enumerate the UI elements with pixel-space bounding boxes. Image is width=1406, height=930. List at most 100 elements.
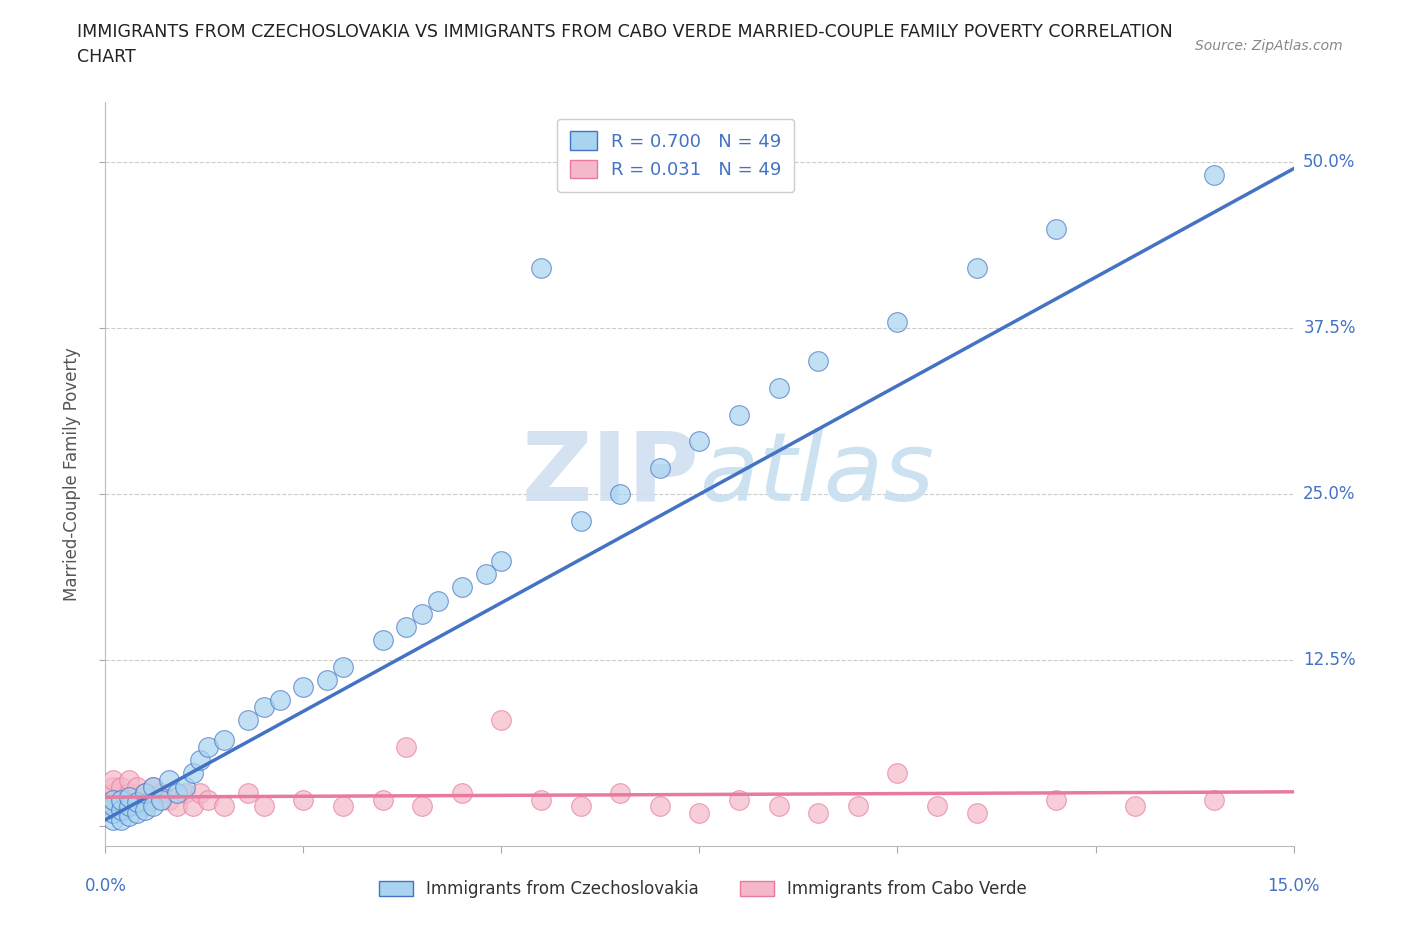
Point — [728, 792, 751, 807]
Point — [1045, 792, 1067, 807]
Point — [103, 792, 125, 807]
Point — [530, 792, 553, 807]
Point — [450, 579, 472, 594]
Point — [253, 799, 276, 814]
Point — [110, 803, 132, 817]
Point — [728, 407, 751, 422]
Point — [110, 812, 132, 827]
Point — [886, 765, 908, 780]
Point — [118, 799, 141, 814]
Point — [569, 799, 592, 814]
Point — [689, 433, 711, 448]
Text: Source: ZipAtlas.com: Source: ZipAtlas.com — [1195, 39, 1343, 53]
Text: 50.0%: 50.0% — [1303, 153, 1355, 171]
Text: 25.0%: 25.0% — [1303, 485, 1355, 503]
Point — [214, 733, 236, 748]
Text: 12.5%: 12.5% — [1303, 651, 1355, 670]
Point — [450, 786, 472, 801]
Point — [925, 799, 948, 814]
Point — [181, 765, 204, 780]
Text: 0.0%: 0.0% — [84, 877, 127, 895]
Point — [768, 799, 790, 814]
Point — [173, 786, 195, 801]
Point — [609, 486, 631, 501]
Point — [491, 712, 513, 727]
Point — [118, 790, 141, 804]
Point — [332, 659, 354, 674]
Point — [127, 805, 149, 820]
Point — [110, 779, 132, 794]
Point — [127, 795, 149, 810]
Legend: Immigrants from Czechoslovakia, Immigrants from Cabo Verde: Immigrants from Czechoslovakia, Immigran… — [373, 873, 1033, 905]
Point — [648, 460, 671, 475]
Point — [253, 699, 276, 714]
Text: 37.5%: 37.5% — [1303, 319, 1355, 338]
Point — [103, 812, 125, 827]
Point — [166, 799, 188, 814]
Point — [149, 792, 172, 807]
Point — [127, 779, 149, 794]
Point — [292, 680, 315, 695]
Point — [807, 805, 830, 820]
Point — [134, 799, 156, 814]
Point — [134, 786, 156, 801]
Point — [427, 593, 450, 608]
Point — [103, 786, 125, 801]
Point — [1204, 792, 1226, 807]
Text: CHART: CHART — [77, 48, 136, 66]
Point — [142, 779, 165, 794]
Point — [197, 792, 219, 807]
Point — [157, 773, 180, 788]
Point — [411, 606, 433, 621]
Point — [103, 805, 125, 820]
Point — [118, 799, 141, 814]
Point — [648, 799, 671, 814]
Point — [269, 693, 291, 708]
Point — [371, 633, 394, 648]
Point — [292, 792, 315, 807]
Point — [142, 779, 165, 794]
Point — [127, 792, 149, 807]
Point — [236, 712, 259, 727]
Point — [846, 799, 869, 814]
Point — [103, 799, 125, 814]
Point — [236, 786, 259, 801]
Point — [1045, 221, 1067, 236]
Point — [103, 792, 125, 807]
Point — [1204, 168, 1226, 183]
Point — [118, 786, 141, 801]
Point — [142, 799, 165, 814]
Point — [214, 799, 236, 814]
Point — [966, 261, 988, 276]
Point — [110, 792, 132, 807]
Point — [474, 566, 496, 581]
Point — [197, 739, 219, 754]
Point — [411, 799, 433, 814]
Point — [689, 805, 711, 820]
Legend: R = 0.700   N = 49, R = 0.031   N = 49: R = 0.700 N = 49, R = 0.031 N = 49 — [557, 119, 794, 192]
Point — [118, 808, 141, 823]
Text: atlas: atlas — [700, 428, 935, 521]
Point — [166, 786, 188, 801]
Point — [103, 779, 125, 794]
Point — [395, 619, 418, 634]
Point — [966, 805, 988, 820]
Point — [103, 773, 125, 788]
Text: 15.0%: 15.0% — [1267, 877, 1320, 895]
Point — [173, 779, 195, 794]
Point — [569, 513, 592, 528]
Point — [103, 799, 125, 814]
Text: ZIP: ZIP — [522, 428, 700, 521]
Point — [886, 314, 908, 329]
Point — [371, 792, 394, 807]
Point — [142, 792, 165, 807]
Point — [118, 773, 141, 788]
Point — [190, 752, 212, 767]
Point — [110, 805, 132, 820]
Point — [530, 261, 553, 276]
Point — [149, 786, 172, 801]
Point — [807, 354, 830, 369]
Point — [110, 792, 132, 807]
Point — [316, 672, 339, 687]
Point — [190, 786, 212, 801]
